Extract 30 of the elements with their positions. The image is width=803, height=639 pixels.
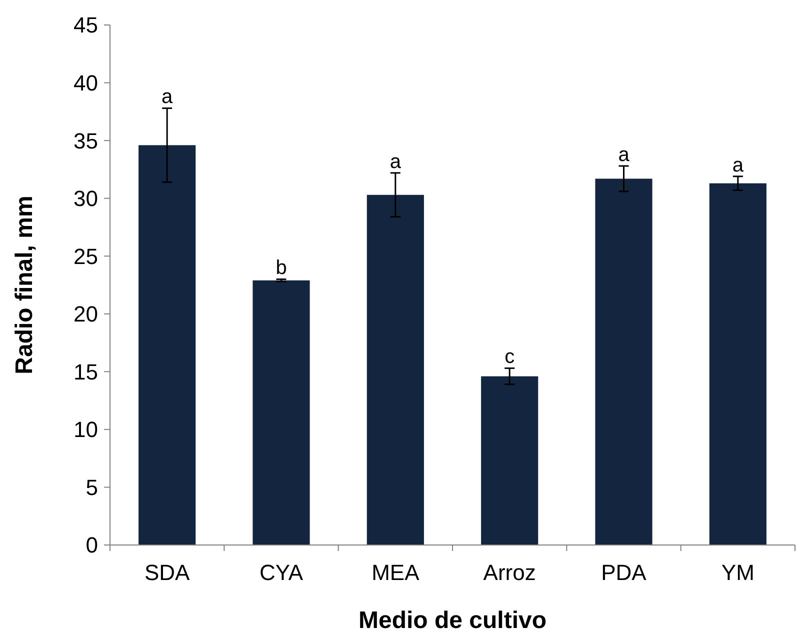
x-tick-label: YM: [721, 560, 754, 585]
bar: [138, 145, 196, 545]
y-tick-label: 0: [86, 532, 98, 558]
bar: [481, 376, 538, 545]
x-tick-label: CYA: [259, 560, 304, 585]
bar: [709, 183, 766, 545]
y-tick-label: 45: [74, 12, 98, 38]
y-tick-label: 20: [74, 302, 98, 327]
y-tick-label: 10: [74, 417, 98, 442]
x-tick-label: MEA: [372, 560, 420, 585]
annotation: c: [504, 346, 515, 368]
y-tick-label: 25: [74, 244, 98, 269]
bar: [595, 178, 652, 545]
bar: [252, 280, 310, 545]
y-tick-label: 40: [74, 70, 98, 96]
x-tick-label: SDA: [144, 560, 190, 585]
annotation: a: [390, 150, 402, 173]
y-tick-label: 5: [86, 474, 98, 500]
x-tick-label: PDA: [601, 560, 647, 585]
y-tick-label: 15: [74, 359, 98, 384]
annotation: a: [618, 144, 630, 166]
y-axis-title: Radio final, mm: [11, 196, 38, 374]
bar: [366, 194, 424, 545]
y-tick-label: 35: [74, 128, 98, 154]
annotation: a: [732, 154, 744, 176]
x-tick-label: Arroz: [483, 560, 536, 585]
y-tick-label: 30: [74, 186, 98, 212]
annotation: b: [276, 257, 287, 280]
x-axis-title: Medio de cultivo: [358, 607, 547, 634]
annotation: a: [162, 86, 174, 108]
